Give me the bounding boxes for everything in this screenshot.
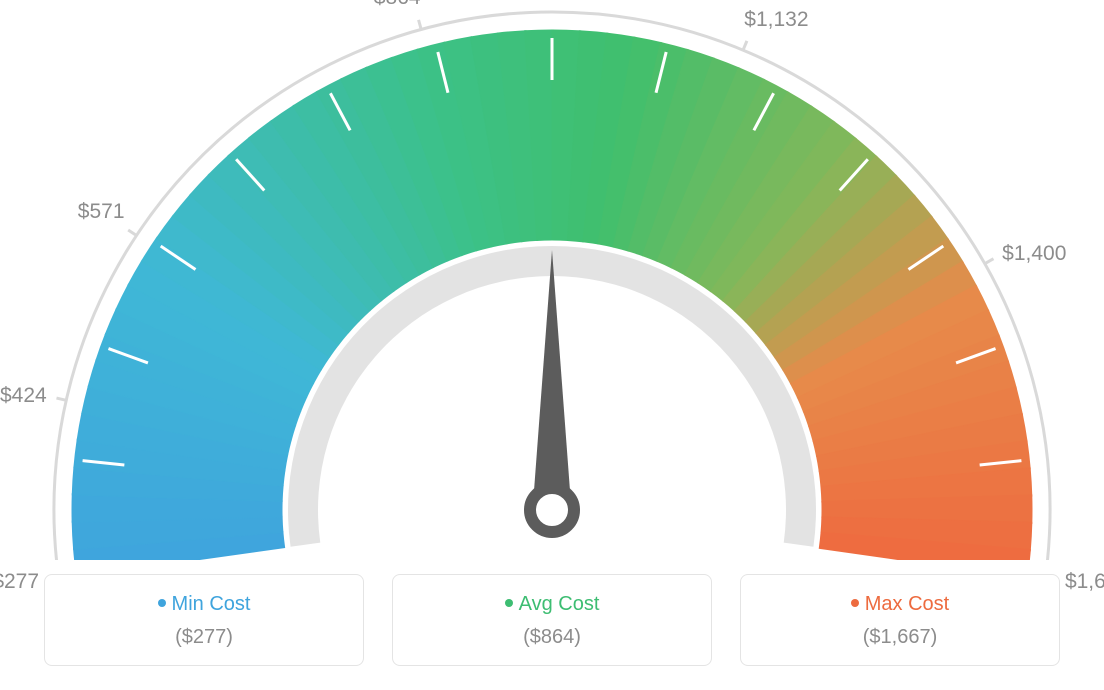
needle-hub xyxy=(530,488,574,532)
legend-title-text: Avg Cost xyxy=(519,593,600,615)
outer-tick xyxy=(128,230,136,236)
gauge-svg xyxy=(22,0,1082,560)
outer-tick xyxy=(985,259,994,264)
tick-label: $864 xyxy=(374,0,421,10)
chart-container: $277 $424 $571 $864 $1,132 $1,400 $1,667 Min C… xyxy=(0,0,1104,690)
legend-title: Avg Cost xyxy=(403,593,701,616)
legend-title: Max Cost xyxy=(751,593,1049,616)
legend-value: ($864) xyxy=(403,626,701,649)
tick-label: $571 xyxy=(78,200,125,224)
gauge: $277$424$571$864$1,132$1,400$1,667 xyxy=(22,0,1082,560)
legend-dot-icon xyxy=(851,599,859,607)
legend-title: Min Cost xyxy=(55,593,353,616)
tick-label: $1,667 xyxy=(1065,570,1104,594)
tick-label: $424 xyxy=(0,384,47,408)
legend-row: Min Cost ($277) Avg Cost ($864) Max Cost ($1,… xyxy=(44,574,1060,666)
legend-value: ($1,667) xyxy=(751,626,1049,649)
legend-dot-icon xyxy=(158,599,166,607)
legend-card-min: Min Cost ($277) xyxy=(44,574,364,666)
legend-value: ($277) xyxy=(55,626,353,649)
outer-tick xyxy=(419,20,422,30)
tick-label: $277 xyxy=(0,570,39,594)
outer-tick xyxy=(56,398,66,400)
legend-dot-icon xyxy=(505,599,513,607)
outer-tick xyxy=(743,41,747,50)
legend-title-text: Max Cost xyxy=(865,593,949,615)
legend-card-max: Max Cost ($1,667) xyxy=(740,574,1060,666)
legend-card-avg: Avg Cost ($864) xyxy=(392,574,712,666)
needle xyxy=(532,250,571,513)
legend-title-text: Min Cost xyxy=(172,593,251,615)
tick-label: $1,400 xyxy=(1002,242,1066,266)
tick-label: $1,132 xyxy=(744,8,808,32)
